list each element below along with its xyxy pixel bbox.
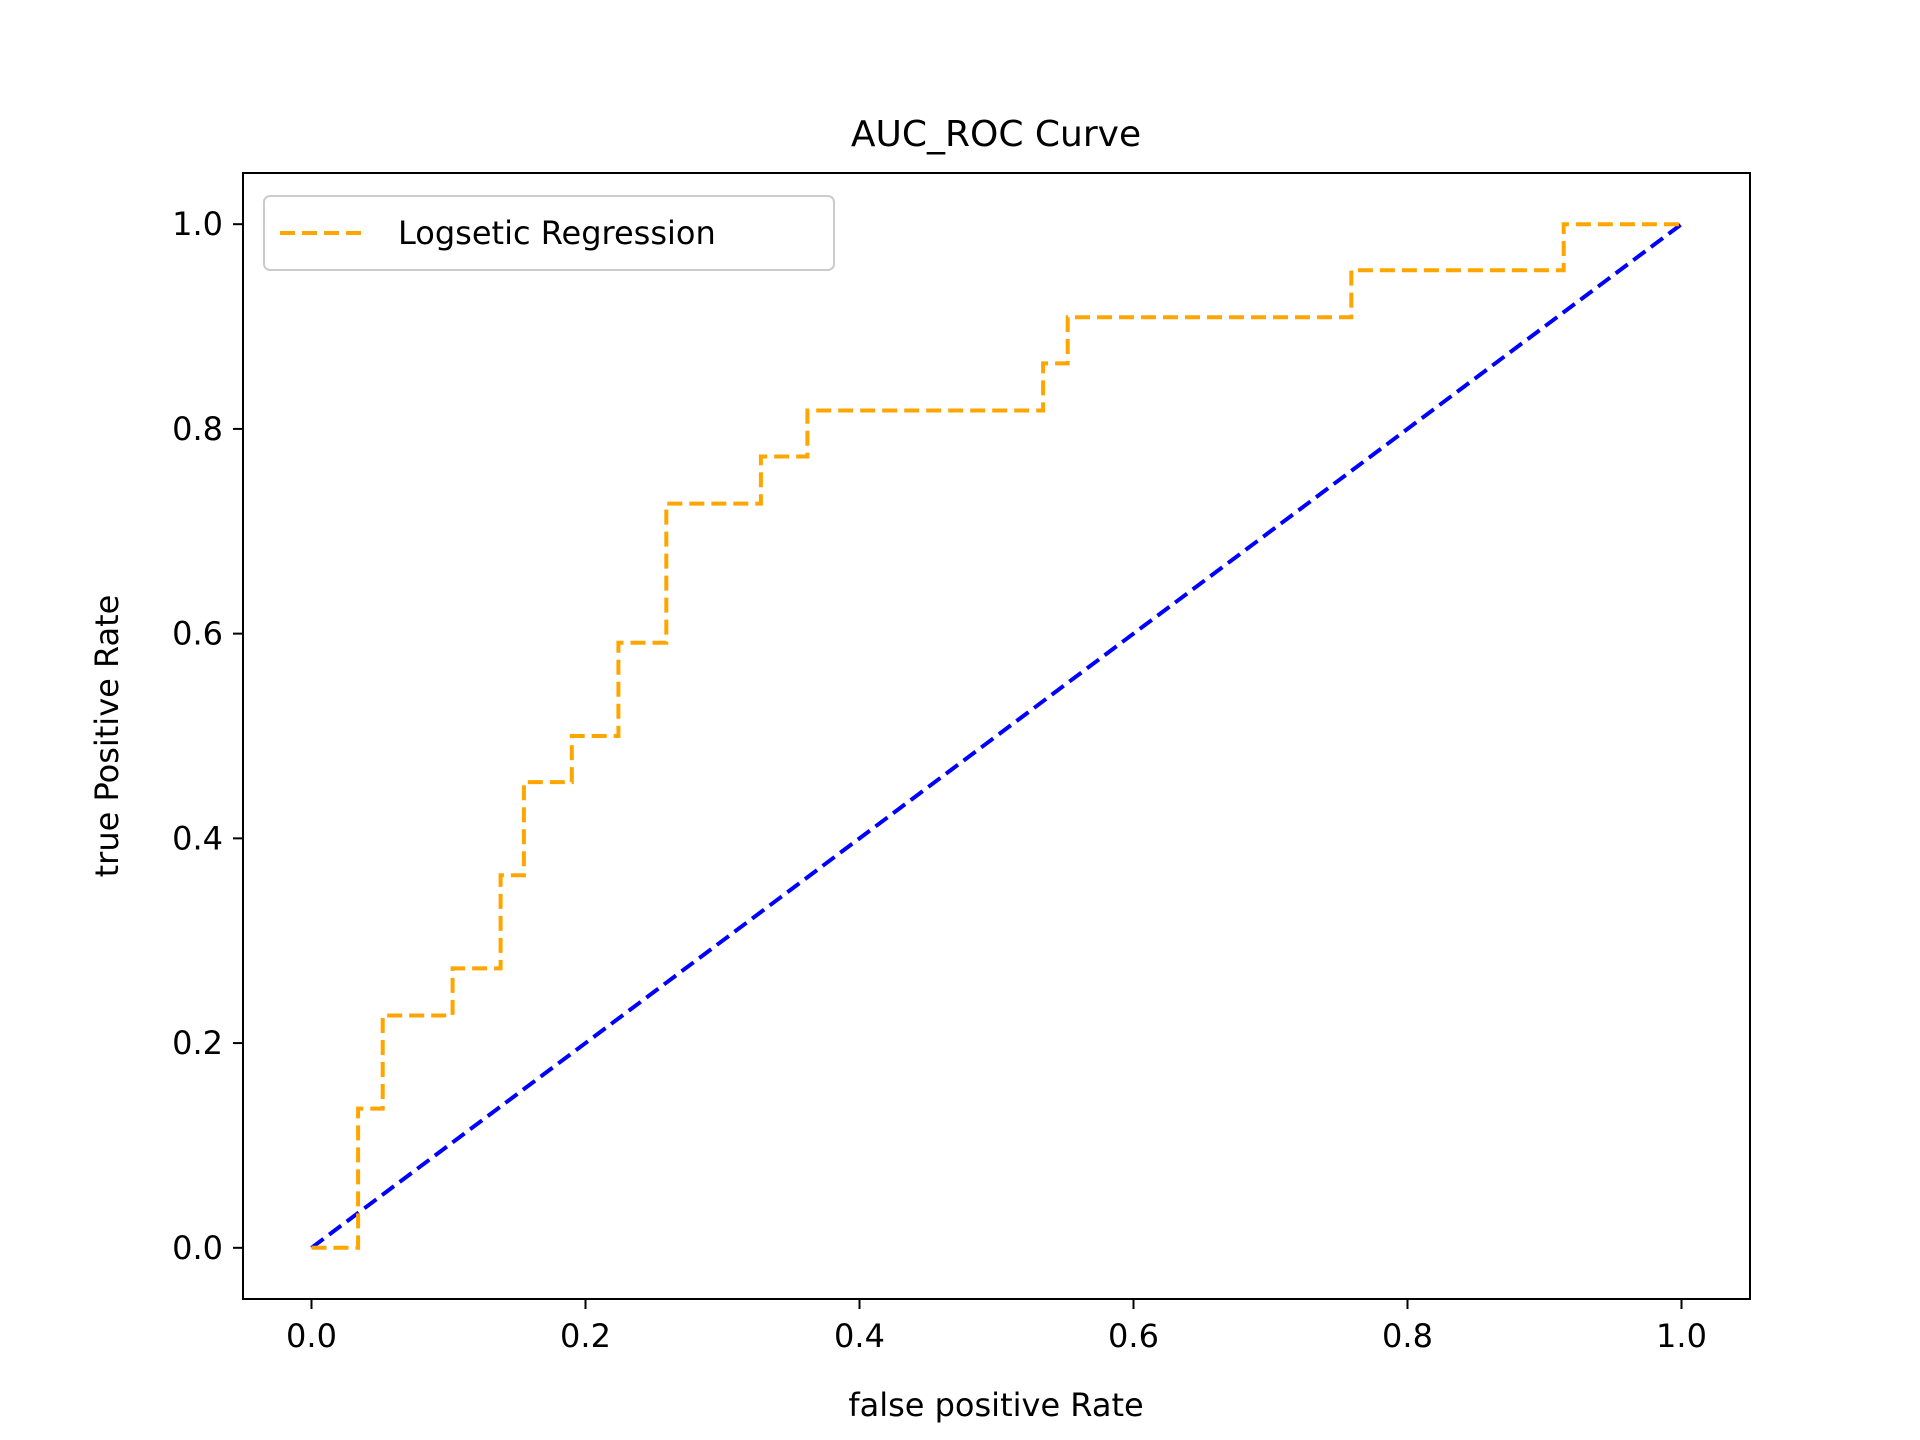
y-tick-label: 0.0	[172, 1229, 223, 1267]
y-tick-label: 0.6	[172, 615, 223, 653]
x-tick-label: 0.0	[286, 1317, 337, 1355]
x-tick-label: 1.0	[1656, 1317, 1707, 1355]
chart-title: AUC_ROC Curve	[851, 114, 1141, 155]
x-tick-label: 0.6	[1108, 1317, 1159, 1355]
x-tick-label: 0.8	[1382, 1317, 1433, 1355]
y-axis: 0.0 0.2 0.4 0.6 0.8 1.0	[172, 205, 243, 1267]
plot-area-frame	[242, 172, 1751, 1300]
legend: Logsetic Regression	[263, 195, 835, 271]
diagonal-reference-line	[310, 222, 1683, 1250]
x-axis: 0.0 0.2 0.4 0.6 0.8 1.0	[286, 1299, 1707, 1355]
y-tick-label: 0.8	[172, 410, 223, 448]
x-axis-label: false positive Rate	[848, 1386, 1143, 1424]
y-axis-label: true Positive Rate	[88, 595, 126, 878]
x-tick-label: 0.4	[834, 1317, 885, 1355]
legend-box	[263, 195, 835, 271]
y-tick-label: 1.0	[172, 205, 223, 243]
roc-curve-line	[311, 222, 1682, 1250]
y-tick-label: 0.4	[172, 819, 223, 857]
legend-label: Logsetic Regression	[398, 214, 716, 252]
x-tick-label: 0.2	[560, 1317, 611, 1355]
y-tick-label: 0.2	[172, 1024, 223, 1062]
plot-lines	[310, 222, 1683, 1250]
